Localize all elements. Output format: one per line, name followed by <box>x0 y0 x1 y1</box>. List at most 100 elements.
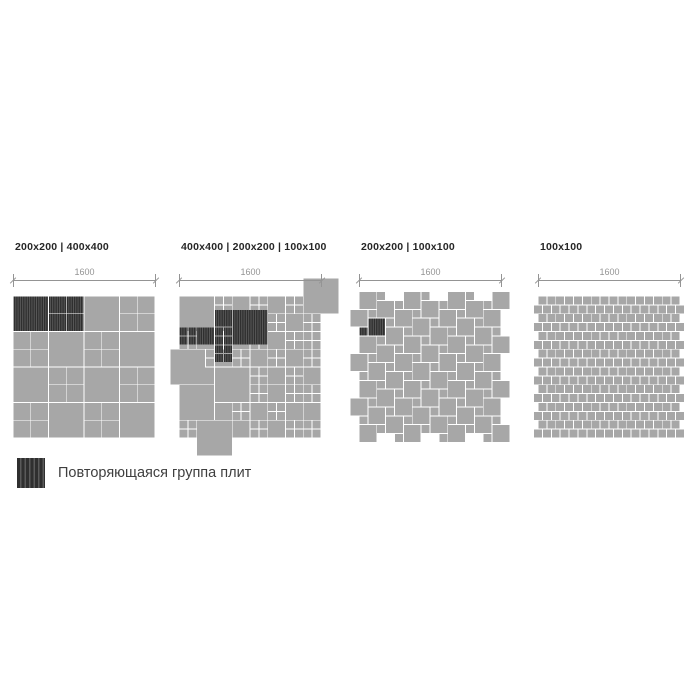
tile-200-dark <box>214 309 232 327</box>
tile-100 <box>551 411 560 420</box>
tile-100 <box>312 420 321 429</box>
tile-100 <box>605 394 613 403</box>
tile-100 <box>662 331 671 340</box>
dimension-line <box>13 280 156 281</box>
tile-100-dark <box>223 327 232 336</box>
tile-100 <box>179 420 188 429</box>
tile-100 <box>277 323 286 332</box>
tile-100 <box>587 429 596 438</box>
tile-100 <box>609 420 618 429</box>
tile-100 <box>600 331 609 340</box>
tile-400 <box>48 402 84 438</box>
tile-100 <box>547 314 556 323</box>
tile-100 <box>640 394 649 403</box>
tile-100 <box>368 354 377 363</box>
tile-100 <box>560 394 569 403</box>
tile-100 <box>377 380 386 389</box>
tile-100 <box>294 429 303 438</box>
tile-100 <box>591 367 600 376</box>
tile-200 <box>13 349 31 367</box>
tile-400 <box>179 385 215 420</box>
tile-100 <box>430 363 439 371</box>
tile-100 <box>285 331 294 340</box>
tile-100 <box>587 305 596 314</box>
tile-100 <box>631 340 640 349</box>
tile-200-dark <box>66 314 84 332</box>
tile-100 <box>551 358 560 367</box>
tile-100 <box>250 376 259 385</box>
tile-100 <box>591 296 600 305</box>
tile-100 <box>448 371 457 380</box>
tile-100 <box>565 420 574 429</box>
tile-200 <box>31 331 49 349</box>
tile-100 <box>578 376 587 385</box>
tile-100 <box>214 340 223 349</box>
tile-200 <box>368 363 386 380</box>
dimension-line <box>179 280 322 281</box>
tile-200 <box>119 296 137 314</box>
tile-100 <box>250 385 259 394</box>
tile-200 <box>457 318 474 336</box>
tile-400-dark <box>13 296 49 332</box>
tile-100 <box>662 296 671 305</box>
tile-100 <box>573 402 582 411</box>
tile-100 <box>312 429 321 438</box>
tile-200 <box>102 349 120 367</box>
tile-100 <box>587 376 596 385</box>
tile-200 <box>421 345 439 363</box>
tile-100 <box>596 411 605 420</box>
tile-100 <box>569 305 578 314</box>
tile-200 <box>268 385 286 403</box>
tile-100 <box>285 394 294 403</box>
tile-100 <box>457 354 466 363</box>
tile-100-dark <box>223 354 232 363</box>
tile-100 <box>556 402 565 411</box>
tile-100 <box>640 411 649 420</box>
tile-100 <box>312 340 321 349</box>
tile-100 <box>538 385 547 394</box>
tile-200 <box>403 336 421 354</box>
tile-100 <box>644 331 653 340</box>
tile-100 <box>658 429 667 438</box>
tile-100 <box>560 411 569 420</box>
tile-200 <box>439 354 457 371</box>
tile-200 <box>359 292 377 309</box>
tile-100 <box>285 305 294 314</box>
tile-200 <box>137 367 155 385</box>
tile-100 <box>421 380 430 389</box>
tile-100 <box>294 376 303 385</box>
tile-100 <box>268 358 277 367</box>
tile-100 <box>394 434 403 442</box>
tile-100 <box>250 420 259 429</box>
tile-100 <box>578 340 587 349</box>
tile-100 <box>667 323 676 332</box>
tile-100 <box>439 345 448 354</box>
tile-100 <box>457 398 466 407</box>
tile-100 <box>609 349 618 358</box>
tile-200-dark <box>66 296 84 314</box>
tile-100 <box>483 345 492 354</box>
tile-100 <box>565 349 574 358</box>
tile-200 <box>430 327 448 345</box>
tile-100 <box>303 358 312 367</box>
tile-200 <box>394 354 412 371</box>
dimension: 1600 <box>9 267 160 289</box>
tile-100 <box>649 358 658 367</box>
tile-100 <box>312 349 321 358</box>
tile-200 <box>350 309 368 327</box>
tile-100 <box>649 394 658 403</box>
panel-title: 200x200 | 100x100 <box>361 241 455 253</box>
tile-100 <box>547 385 556 394</box>
tile-100 <box>676 376 684 385</box>
tile-100 <box>671 349 680 358</box>
tile-100 <box>582 349 591 358</box>
tile-100 <box>653 331 662 340</box>
tile-100 <box>430 407 439 416</box>
tile-200 <box>483 398 501 416</box>
tile-200 <box>48 367 66 385</box>
tile-100 <box>303 314 312 323</box>
tile-100 <box>241 358 250 367</box>
tile-100 <box>277 358 286 367</box>
tile-200 <box>377 389 395 407</box>
tile-100 <box>613 323 622 332</box>
